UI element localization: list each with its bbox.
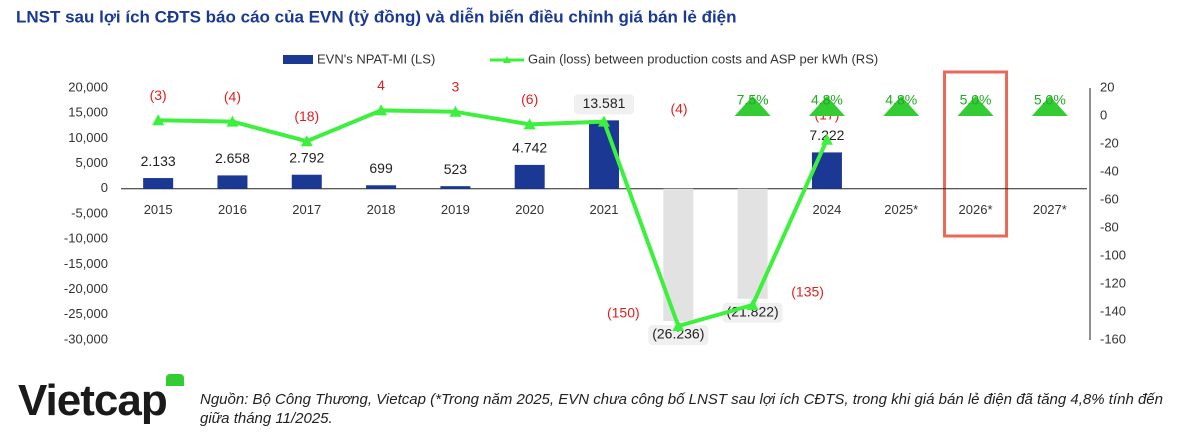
highlight-box xyxy=(943,70,1009,238)
y-tick-label: -20,000 xyxy=(64,281,108,296)
x-tick-label: 2025* xyxy=(884,202,918,217)
line-marker xyxy=(820,133,833,145)
price-increase-label: 7.5% xyxy=(737,92,769,108)
value-label-box xyxy=(276,148,337,169)
value-label-box xyxy=(202,149,263,170)
y2-tick-label: -40 xyxy=(1100,163,1119,178)
logo: Vietcap xyxy=(18,376,168,425)
price-increase-marker xyxy=(808,96,845,116)
value-label-box xyxy=(425,160,486,181)
line-value-label: (4) xyxy=(670,100,687,116)
source-note: Nguồn: Bộ Công Thương, Vietcap (*Trong n… xyxy=(200,391,1163,427)
bar-value-label: 2.658 xyxy=(215,150,250,166)
x-tick-label: 2019 xyxy=(441,202,470,217)
line-value-label: (4) xyxy=(224,88,241,104)
line-value-label: 3 xyxy=(451,79,459,95)
y-tick-label: -10,000 xyxy=(64,231,108,246)
chart: LNST sau lợi ích CĐTS báo cáo của EVN (t… xyxy=(16,7,1126,346)
y-tick-label: 0 xyxy=(101,180,108,195)
y-tick-label: 5,000 xyxy=(75,155,108,170)
price-increase-label: 5.0% xyxy=(960,92,992,108)
x-tick-label: 2018 xyxy=(367,202,396,217)
value-label-box xyxy=(648,325,709,346)
bar-value-label: 2.792 xyxy=(289,149,324,165)
y2-tick-label: -120 xyxy=(1100,275,1126,290)
line-marker xyxy=(300,135,313,147)
line-marker xyxy=(598,115,610,127)
legend-label: Gain (loss) between production costs and… xyxy=(528,51,878,66)
line-value-label: (18) xyxy=(294,108,319,124)
x-tick-label: 2024 xyxy=(812,202,841,217)
line-marker xyxy=(375,104,388,116)
bar xyxy=(366,185,397,189)
bar-value-label: 523 xyxy=(444,161,468,177)
line xyxy=(158,108,829,328)
x-tick-label: 2026* xyxy=(959,202,993,217)
y2-tick-label: 0 xyxy=(1100,107,1107,122)
line-marker xyxy=(523,118,536,130)
y2-tick-label: -60 xyxy=(1100,191,1119,206)
price-increase-label: 4.8% xyxy=(811,92,843,108)
y-tick-label: 10,000 xyxy=(68,130,108,145)
legend-marker xyxy=(503,56,511,63)
bar xyxy=(440,186,471,189)
bar xyxy=(291,174,322,189)
y2-tick-label: -100 xyxy=(1100,247,1126,262)
y2-tick-label: -80 xyxy=(1100,219,1119,234)
bar-value-label: (26.236) xyxy=(652,326,704,342)
line-marker xyxy=(672,320,685,331)
y2-tick-label: 20 xyxy=(1100,79,1114,94)
bar xyxy=(811,152,842,189)
x-tick-label: 2020 xyxy=(515,202,544,217)
line-value-label: (6) xyxy=(521,91,538,107)
x-tick-label: 2016 xyxy=(218,202,247,217)
price-increase-marker xyxy=(1031,96,1068,116)
line-marker xyxy=(152,114,165,126)
price-increase-label: 5.0% xyxy=(1034,92,1066,108)
legend-label: EVN's NPAT-MI (LS) xyxy=(317,51,435,66)
price-increase-marker xyxy=(957,96,994,116)
line-value-label: (3) xyxy=(150,87,167,103)
bar-value-label: 13.581 xyxy=(583,95,626,111)
logo-mark xyxy=(166,374,184,386)
value-label-box xyxy=(351,159,412,180)
x-tick-label: 2027* xyxy=(1033,202,1067,217)
y-tick-label: 20,000 xyxy=(68,79,108,94)
chart-title: LNST sau lợi ích CĐTS báo cáo của EVN (t… xyxy=(16,7,737,26)
x-tick-label: 2017 xyxy=(292,202,321,217)
bar-value-label: 2.133 xyxy=(141,153,176,169)
footer: Vietcap Nguồn: Bộ Công Thương, Vietcap (… xyxy=(0,370,1200,440)
y-tick-label: -5,000 xyxy=(71,205,108,220)
y2-tick-label: -140 xyxy=(1100,303,1126,318)
line-marker xyxy=(746,299,759,310)
bar-value-label: 699 xyxy=(369,160,393,176)
y2-tick-label: -20 xyxy=(1100,135,1119,150)
value-label-box xyxy=(128,152,189,173)
legend-swatch xyxy=(283,55,313,64)
line-marker xyxy=(449,105,462,117)
line-value-label: 4 xyxy=(377,77,385,93)
y2-tick-label: -160 xyxy=(1100,331,1126,346)
value-label-box xyxy=(499,138,560,159)
x-tick-label: 2015 xyxy=(144,202,173,217)
y-tick-label: -15,000 xyxy=(64,256,108,271)
value-label-box xyxy=(574,94,634,115)
price-increase-label: 4.8% xyxy=(885,92,917,108)
bar xyxy=(514,164,545,189)
x-tick-label: 2021 xyxy=(590,202,619,217)
line-marker xyxy=(226,115,239,127)
bar xyxy=(143,178,174,189)
bar-value-label: 4.742 xyxy=(512,140,547,156)
price-increase-marker xyxy=(734,96,771,116)
line-value-label: (135) xyxy=(791,284,824,300)
line-value-label: (150) xyxy=(607,305,640,321)
y-tick-label: -25,000 xyxy=(64,306,108,321)
y-tick-label: 15,000 xyxy=(68,105,108,120)
bar xyxy=(217,175,248,189)
y-tick-label: -30,000 xyxy=(64,331,108,346)
price-increase-marker xyxy=(883,96,920,116)
